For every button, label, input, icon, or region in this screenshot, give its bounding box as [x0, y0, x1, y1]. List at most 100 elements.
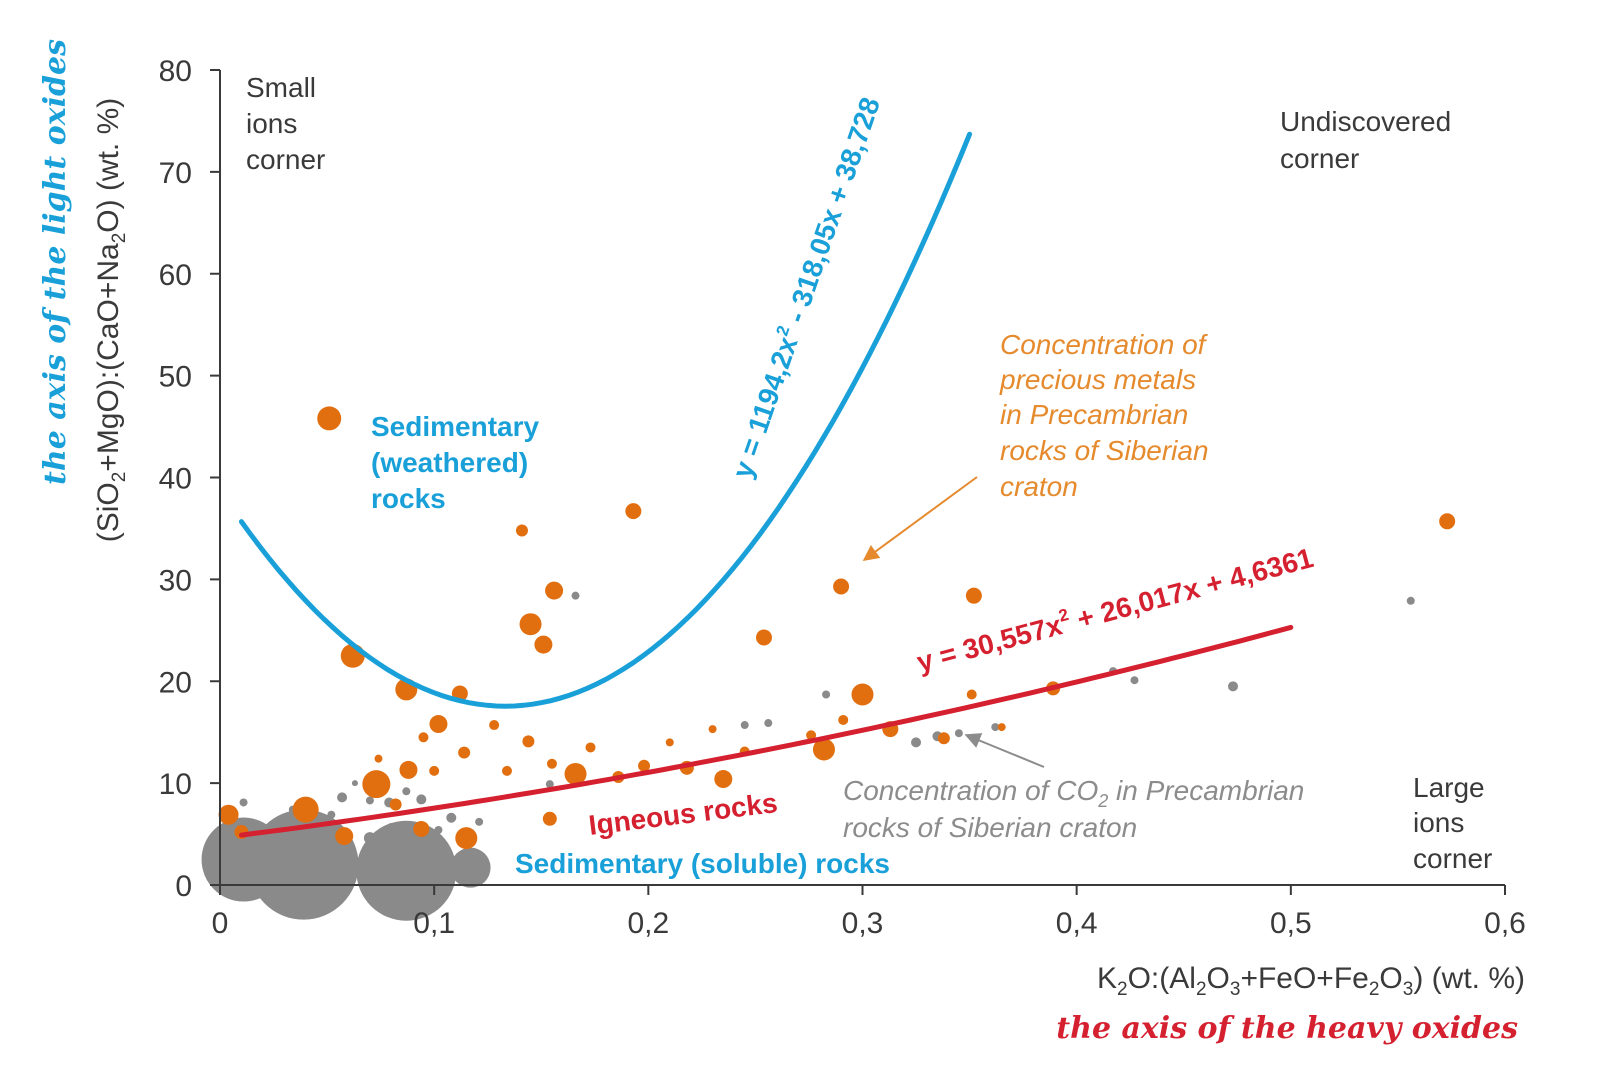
- precious-metal-point: [534, 635, 553, 654]
- precious-metal-point: [585, 742, 596, 753]
- co2-point: [1130, 676, 1139, 685]
- co2-point: [740, 721, 749, 730]
- co2-point: [337, 792, 348, 803]
- precious-metal-point: [489, 720, 500, 731]
- precious-metal-point: [374, 754, 383, 763]
- precious-metal-point: [966, 689, 977, 700]
- co2-point: [365, 796, 374, 805]
- x-tick-label: 0,4: [1056, 907, 1098, 940]
- precious-metal-point: [564, 762, 587, 785]
- co2-point: [545, 780, 554, 789]
- precious-metal-point: [501, 765, 512, 776]
- precious-metal-point: [429, 715, 448, 734]
- x-tick-label: 0,2: [627, 907, 669, 940]
- precious-metal-point: [362, 770, 391, 799]
- precious-metal-point: [542, 811, 557, 826]
- precious-metal-point: [389, 798, 402, 811]
- precious-metal-point: [522, 735, 535, 748]
- precious-metal-point: [714, 770, 733, 789]
- x-tick-label: 0,1: [413, 907, 455, 940]
- co2-point: [446, 812, 457, 823]
- co2-point: [434, 825, 443, 834]
- co2-point: [402, 787, 411, 796]
- y-tick-label: 20: [159, 666, 192, 699]
- precious-metal-point: [1439, 513, 1456, 530]
- co2-point: [327, 810, 336, 819]
- y-axis-label: (SiO2+MgO):(CaO+Na2O) (wt. %): [92, 98, 130, 543]
- co2-points: [201, 591, 1415, 921]
- y-tick-label: 10: [159, 768, 192, 801]
- precious-metal-point: [997, 723, 1006, 732]
- precious-metal-point: [455, 827, 478, 850]
- precious-metal-point: [838, 714, 849, 725]
- weathered-equation-label: y = 1194,2x2 - 318,05x + 38,728: [724, 93, 886, 482]
- co2-point: [475, 817, 484, 826]
- co2-point: [416, 794, 427, 805]
- co2-point: [1228, 681, 1239, 692]
- precious-metal-point: [429, 765, 440, 776]
- precious-metal-point: [292, 796, 319, 823]
- y-tick-label: 40: [159, 463, 192, 496]
- precious-metal-point: [546, 758, 557, 769]
- co2-arrow: [964, 733, 1045, 768]
- precious-metal-point: [812, 738, 835, 761]
- precious-metal-point: [708, 725, 717, 734]
- y-tick-label: 50: [159, 361, 192, 394]
- y-tick-label: 30: [159, 564, 192, 597]
- y-tick-label: 70: [159, 157, 192, 190]
- large-ions-corner-label: Large ions corner: [1413, 772, 1492, 874]
- precious-metal-point: [665, 738, 674, 747]
- co2-point: [239, 798, 248, 807]
- small-ions-corner-label: Small ions corner: [246, 72, 325, 175]
- y-axis-name: the axis of the light oxides: [38, 39, 73, 485]
- co2-point: [450, 847, 491, 888]
- precious-metal-point: [458, 746, 471, 759]
- x-tick-label: 0,3: [842, 907, 884, 940]
- co2-point: [1406, 596, 1415, 605]
- x-axis-label: K2O:(Al2O3+FeO+Fe2O3) (wt. %): [1097, 962, 1525, 1000]
- precious-metal-point: [937, 732, 950, 745]
- precious-metal-point: [335, 827, 354, 846]
- igneous-equation-label: y = 30,557x2 + 26,017x + 4,6361: [913, 540, 1316, 678]
- precious-metal-point: [399, 760, 418, 779]
- precious-metals-annotation: Concentration of precious metals in Prec…: [999, 329, 1216, 502]
- precious-metal-point: [515, 524, 528, 537]
- precious-metal-point: [638, 759, 651, 772]
- precious-metal-point: [545, 581, 564, 600]
- y-tick-label: 80: [159, 55, 192, 88]
- y-tick-label: 0: [175, 870, 192, 903]
- co2-point: [764, 719, 773, 728]
- co2-point: [356, 820, 457, 921]
- co2-point: [954, 729, 963, 738]
- co2-point: [571, 591, 580, 600]
- co2-point: [351, 780, 358, 787]
- co2-point: [386, 822, 397, 833]
- precious-metal-point: [851, 683, 874, 706]
- precious-metal-point: [806, 730, 817, 741]
- precious-metal-point: [755, 629, 772, 646]
- co2-annotation: Concentration of CO2 in Precambrian rock…: [843, 775, 1312, 843]
- x-tick-label: 0,6: [1484, 907, 1526, 940]
- co2-point: [991, 723, 1000, 732]
- co2-point: [822, 690, 831, 699]
- precious-metal-point: [625, 503, 642, 520]
- x-tick-label: 0,5: [1270, 907, 1312, 940]
- precious-metals-arrow: [862, 476, 978, 561]
- weathered-rocks-label: Sedimentary (weathered) rocks: [371, 411, 547, 514]
- precious-metal-point: [413, 820, 430, 837]
- undiscovered-corner-label: Undiscovered corner: [1280, 106, 1459, 174]
- x-axis-name: the axis of the heavy oxides: [1056, 1011, 1518, 1046]
- precious-metal-point: [965, 587, 982, 604]
- soluble-rocks-label: Sedimentary (soluble) rocks: [515, 848, 890, 879]
- co2-point: [363, 832, 376, 845]
- y-tick-label: 60: [159, 259, 192, 292]
- precious-metal-points: [218, 406, 1456, 850]
- weathered-trend-curve: [238, 131, 973, 709]
- y-axis-ticks: 0 10 20 30 40 50 60 70 80: [159, 55, 220, 903]
- x-axis-ticks: 0 0,1 0,2 0,3 0,4 0,5 0,6: [212, 885, 1526, 940]
- co2-point: [911, 737, 922, 748]
- precious-metal-point: [519, 613, 542, 636]
- precious-metal-point: [418, 732, 429, 743]
- precious-metal-point: [833, 578, 850, 595]
